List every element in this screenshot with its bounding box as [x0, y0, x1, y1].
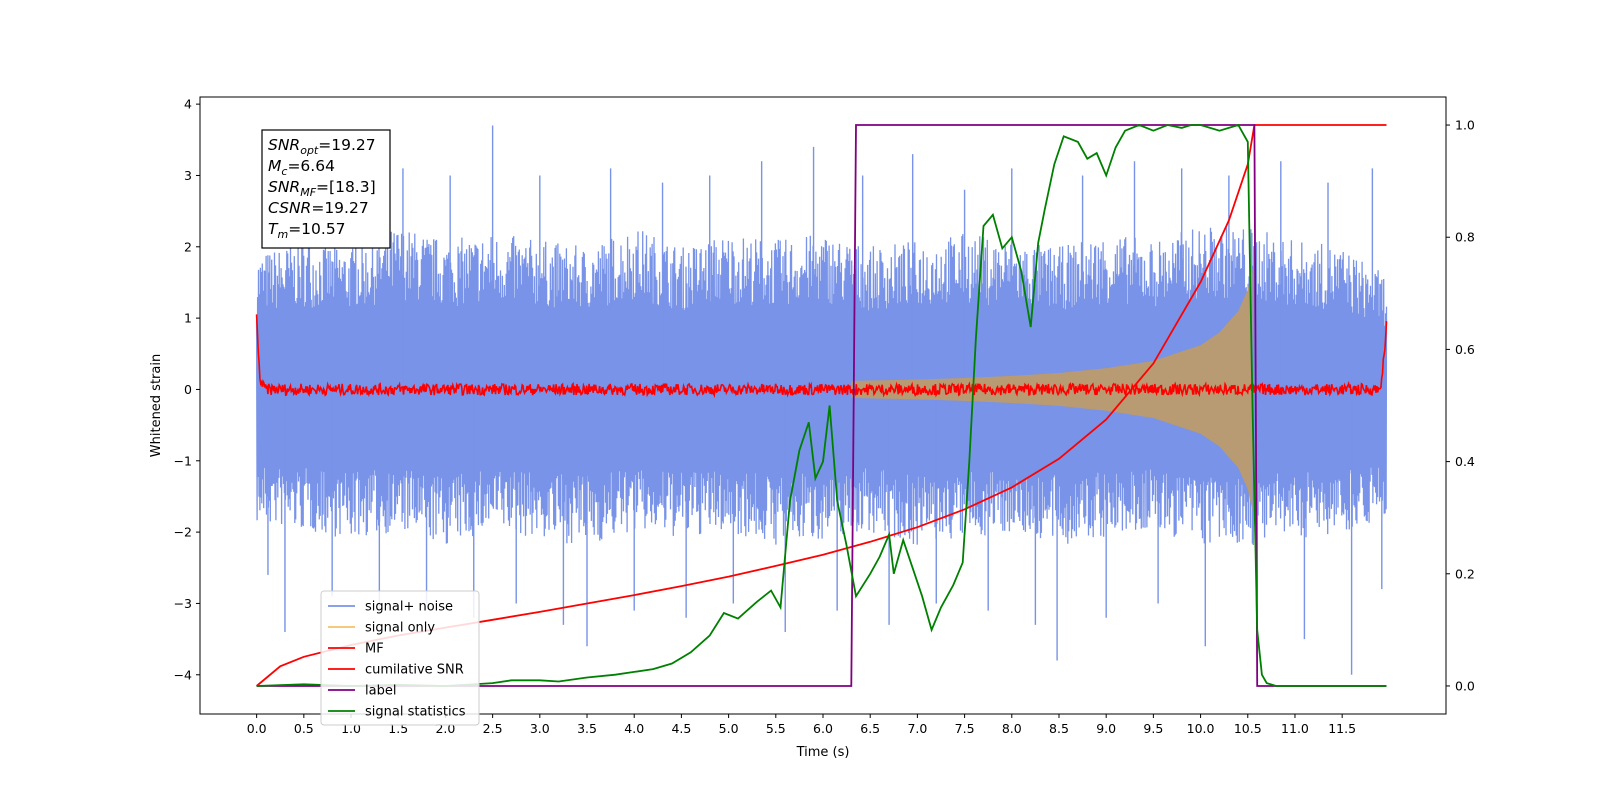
y-axis-label: Whitened strain — [149, 354, 164, 457]
x-tick-label: 9.0 — [1096, 721, 1116, 736]
x-tick-label: 8.0 — [1002, 721, 1022, 736]
legend-entry: signal statistics — [365, 705, 466, 720]
x-axis: 0.0 0.5 1.0 1.5 2.0 2.5 3.0 3.5 4.0 4.5 5.0 5.5 6.0 6… — [247, 714, 1356, 736]
info-line: CSNR=19.27 — [268, 199, 369, 217]
x-tick-label: 0.0 — [247, 721, 267, 736]
x-axis-label: Time (s) — [796, 745, 850, 760]
legend-entry: signal+ noise — [365, 600, 453, 615]
x-tick-label: 9.5 — [1143, 721, 1163, 736]
x-tick-label: 11.5 — [1328, 721, 1356, 736]
signal-noise-trace — [255, 227, 1388, 546]
x-tick-label: 7.0 — [907, 721, 927, 736]
y2-tick-label: 0.2 — [1455, 566, 1475, 581]
y-tick-label: 1 — [184, 311, 192, 326]
y-axis-right: 1.0 0.8 0.6 0.4 0.2 0.0 — [1446, 118, 1475, 693]
x-tick-label: 10.0 — [1187, 721, 1215, 736]
x-tick-label: 10.5 — [1234, 721, 1262, 736]
y2-tick-label: 0.8 — [1455, 230, 1475, 245]
x-tick-label: 11.0 — [1281, 721, 1309, 736]
y-tick-label: −3 — [174, 596, 192, 611]
signal-noise-series — [255, 125, 1388, 682]
legend-entry: MF — [365, 642, 384, 657]
legend: signal+ noise signal only MF cumilative SNR… — [320, 590, 480, 726]
y-axis-left: 4 3 2 1 0 −1 −2 −3 −4 — [174, 97, 200, 682]
y-tick-label: −4 — [174, 667, 192, 682]
signal-statistics-line — [256, 123, 1387, 687]
x-tick-label: 5.0 — [719, 721, 739, 736]
x-tick-label: 8.5 — [1049, 721, 1069, 736]
y-tick-label: 0 — [184, 382, 192, 397]
x-tick-label: 0.5 — [294, 721, 314, 736]
x-tick-label: 4.5 — [671, 721, 691, 736]
y-tick-label: −2 — [174, 525, 192, 540]
info-line: Tm=10.57 — [268, 220, 346, 241]
x-tick-label: 4.0 — [624, 721, 644, 736]
y-tick-label: 2 — [184, 239, 192, 254]
info-line: SNRopt=19.27 — [268, 136, 376, 157]
x-tick-label: 3.0 — [530, 721, 550, 736]
legend-entry: signal only — [365, 621, 435, 636]
x-tick-label: 3.5 — [577, 721, 597, 736]
y-tick-label: 3 — [184, 168, 192, 183]
info-box-frame — [261, 129, 391, 249]
x-tick-label: 2.5 — [483, 721, 503, 736]
x-tick-label: 7.5 — [955, 721, 975, 736]
mf-line — [255, 314, 1388, 399]
y2-tick-label: 1.0 — [1455, 118, 1475, 133]
y2-tick-label: 0.0 — [1455, 678, 1475, 693]
y2-tick-label: 0.6 — [1455, 342, 1475, 357]
info-line: SNRMF=[18.3] — [268, 178, 376, 199]
y-tick-label: 4 — [184, 97, 192, 112]
x-tick-label: 6.0 — [813, 721, 833, 736]
y2-tick-label: 0.4 — [1455, 454, 1475, 469]
snr-info-box: SNRopt=19.27Mc=6.64SNRMF=[18.3]CSNR=19.2… — [261, 129, 391, 249]
x-tick-label: 5.5 — [766, 721, 786, 736]
y-tick-label: −1 — [174, 453, 192, 468]
info-line: Mc=6.64 — [268, 157, 335, 178]
legend-frame — [320, 590, 480, 726]
x-tick-label: 6.5 — [860, 721, 880, 736]
legend-entry: cumilative SNR — [365, 663, 464, 678]
legend-entry: label — [365, 684, 396, 699]
